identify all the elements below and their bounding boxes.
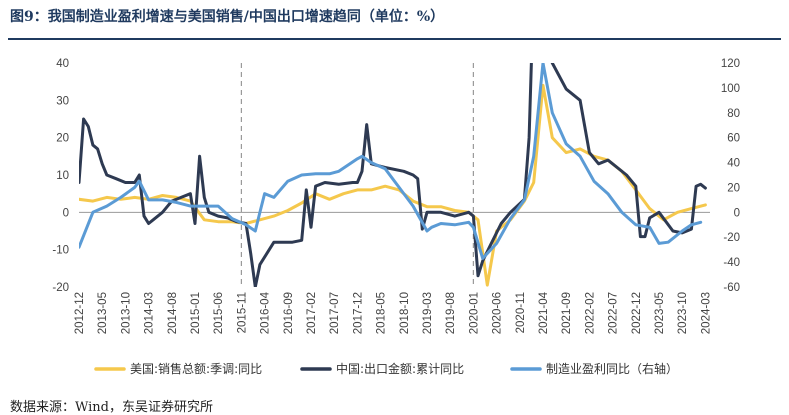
- x-tick-label: 2023-05: [654, 292, 666, 334]
- right-axis: -60 -40 -20 0 20 40 60 80 100 120: [721, 58, 740, 294]
- legend-label: 制造业盈利同比（右轴）: [546, 361, 678, 376]
- x-tick-label: 2017-07: [329, 292, 341, 334]
- x-tick-label: 2020-11: [515, 292, 527, 333]
- x-tick-label: 2017-02: [306, 292, 318, 334]
- legend-item-china_exports: 中国:出口金额:累计同比: [300, 361, 464, 376]
- x-tick-label: 2015-01: [190, 292, 202, 334]
- x-tick-label: 2021-04: [538, 291, 550, 334]
- x-tick-label: 2018-10: [399, 292, 411, 334]
- x-tick-label: 2016-04: [260, 291, 272, 334]
- x-tick-label: 2019-03: [422, 292, 434, 334]
- x-tick-label: 2015-06: [213, 292, 225, 334]
- series-line-mfg_profit: [79, 63, 703, 260]
- y-left-tick-label: 20: [56, 133, 69, 145]
- legend-item-us_sales: 美国:销售总额:季调:同比: [94, 361, 262, 376]
- legend-item-mfg_profit: 制造业盈利同比（右轴）: [510, 361, 678, 376]
- y-right-tick-label: 0: [734, 207, 740, 219]
- figure-title: 图9：我国制造业盈利增速与美国销售/中国出口增速趋同（单位：%）: [10, 9, 445, 25]
- y-right-tick-label: -20: [723, 232, 740, 244]
- x-tick-label: 2021-09: [561, 292, 573, 334]
- y-right-tick-label: 100: [721, 83, 740, 95]
- x-tick-label: 2024-03: [700, 292, 712, 334]
- y-left-tick-label: 0: [63, 207, 69, 219]
- y-right-tick-label: 40: [727, 158, 740, 170]
- x-tick-label: 2012-12: [74, 292, 86, 334]
- x-tick-label: 2014-03: [144, 292, 156, 334]
- x-tick-label: 2022-07: [608, 292, 620, 334]
- x-tick-label: 2013-10: [120, 292, 132, 334]
- x-tick-label: 2022-02: [584, 292, 596, 334]
- x-tick-label: 2017-12: [352, 292, 364, 334]
- x-tick-label: 2015-11: [236, 292, 248, 333]
- y-left-tick-label: 10: [56, 170, 69, 182]
- x-tick-label: 2023-10: [677, 292, 689, 334]
- y-right-tick-label: 60: [727, 133, 740, 145]
- x-tick-label: 2020-01: [468, 292, 480, 334]
- x-tick-label: 2018-05: [376, 292, 388, 334]
- legend-label: 中国:出口金额:累计同比: [336, 361, 464, 376]
- y-right-tick-label: 120: [721, 58, 740, 70]
- title-divider: [8, 38, 781, 40]
- y-right-tick-label: 80: [727, 108, 740, 120]
- x-axis: 2012-12 2013-05 2013-10 2014-03 2014-08 2015-…: [74, 291, 712, 334]
- reference-lines: [240, 63, 474, 287]
- y-left-tick-label: 40: [56, 58, 69, 70]
- x-tick-label: 2016-09: [283, 292, 295, 334]
- legend: 美国:销售总额:季调:同比 中国:出口金额:累计同比 制造业盈利同比（右轴）: [94, 361, 678, 376]
- y-right-tick-label: -60: [723, 282, 740, 294]
- y-left-tick-label: 30: [56, 95, 69, 107]
- y-left-tick-label: -10: [52, 245, 69, 257]
- x-tick-label: 2013-05: [97, 292, 109, 334]
- source-note: 数据来源：Wind，东吴证券研究所: [10, 400, 213, 415]
- series-line-china_exports: [79, 63, 707, 287]
- left-axis: -20 -10 0 10 20 30 40: [52, 58, 69, 294]
- legend-label: 美国:销售总额:季调:同比: [130, 361, 262, 376]
- x-tick-label: 2020-06: [492, 292, 504, 334]
- series-line-us_sales: [79, 83, 707, 287]
- x-tick-label: 2022-12: [631, 292, 643, 334]
- x-tick-label: 2014-08: [167, 292, 179, 334]
- y-right-tick-label: 20: [727, 182, 740, 194]
- x-tick-label: 2019-08: [445, 292, 457, 334]
- series-layer: [79, 63, 707, 287]
- y-right-tick-label: -40: [723, 257, 740, 269]
- y-left-tick-label: -20: [52, 282, 69, 294]
